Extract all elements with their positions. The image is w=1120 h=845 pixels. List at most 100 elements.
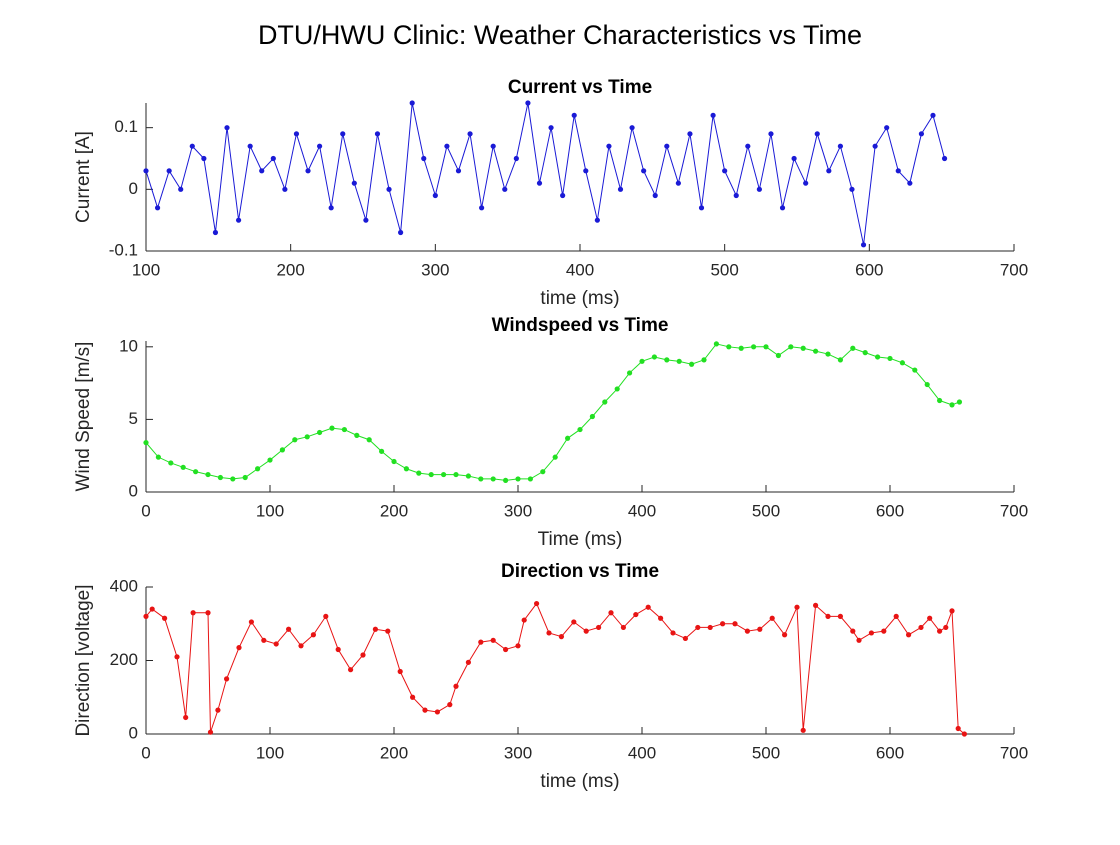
data-point	[961, 731, 968, 737]
data-point	[620, 624, 627, 631]
data-point	[552, 454, 558, 460]
data-point	[416, 470, 422, 476]
data-point	[763, 344, 769, 350]
data-point	[397, 668, 403, 675]
data-point	[149, 606, 155, 612]
data-point	[813, 602, 819, 608]
data-point	[444, 143, 450, 149]
data-point	[899, 360, 906, 366]
data-point	[162, 615, 168, 621]
data-point	[215, 707, 221, 713]
data-point	[467, 131, 473, 137]
y-tick-label: 5	[129, 409, 138, 428]
y-tick-label: 0	[129, 723, 138, 742]
data-point	[428, 471, 434, 478]
data-point	[230, 476, 236, 482]
data-point	[525, 100, 531, 106]
data-point	[602, 399, 608, 405]
x-tick-label: 0	[141, 743, 150, 762]
data-point	[217, 474, 223, 481]
data-point	[687, 131, 693, 137]
data-point	[955, 725, 961, 732]
subplot-title: Windspeed vs Time	[492, 315, 669, 336]
data-point	[340, 131, 346, 137]
x-tick-label: 200	[380, 743, 408, 762]
subplot: Current vs Time 100 200 300 400 500 600 700 -0.1…	[73, 77, 1028, 309]
data-point	[803, 180, 809, 186]
y-axis-label: Wind Speed [m/s]	[73, 342, 94, 492]
data-point	[155, 454, 161, 460]
data-point	[701, 357, 707, 363]
data-point	[943, 624, 949, 631]
data-point	[652, 192, 658, 199]
data-point	[937, 397, 943, 404]
data-point	[779, 205, 786, 211]
data-point	[546, 630, 552, 636]
data-point	[941, 155, 948, 162]
data-point	[825, 613, 831, 620]
data-point	[583, 628, 589, 634]
data-point	[298, 643, 304, 649]
data-point	[527, 476, 534, 482]
y-tick-label: -0.1	[109, 240, 138, 259]
data-point	[645, 604, 651, 610]
x-tick-label: 100	[256, 743, 284, 762]
data-point	[614, 386, 620, 392]
data-point	[860, 242, 867, 248]
data-point	[447, 702, 453, 708]
data-point	[465, 659, 471, 665]
data-point	[814, 131, 820, 137]
data-point	[849, 186, 855, 192]
data-point	[323, 613, 329, 620]
data-point	[465, 473, 471, 479]
y-tick-label: 400	[110, 576, 138, 595]
data-point	[949, 608, 955, 614]
data-point	[183, 714, 189, 721]
data-point	[695, 624, 701, 631]
data-point	[521, 617, 527, 623]
y-tick-label: 0	[129, 179, 138, 198]
data-point	[490, 143, 496, 149]
data-point	[937, 628, 943, 634]
data-point	[826, 168, 832, 174]
data-point	[248, 619, 254, 625]
data-point	[881, 628, 887, 634]
data-point	[560, 192, 566, 199]
data-point	[259, 168, 265, 174]
data-point	[453, 683, 459, 689]
x-tick-label: 100	[132, 260, 160, 279]
subplot: Direction vs Time 0 100 200 300 400 500 600 700 0…	[73, 561, 1028, 792]
data-point	[571, 619, 577, 625]
data-point	[354, 432, 360, 438]
data-point	[791, 155, 797, 162]
x-tick-label: 400	[628, 743, 656, 762]
data-point	[304, 434, 310, 440]
data-point	[348, 667, 354, 673]
data-point	[558, 634, 565, 640]
data-point	[596, 624, 602, 631]
data-point	[738, 345, 744, 351]
data-point	[862, 350, 868, 356]
data-point	[927, 615, 933, 621]
data-point	[837, 613, 844, 620]
data-point	[180, 464, 186, 470]
data-point	[800, 345, 806, 351]
data-point	[720, 621, 726, 627]
data-point	[515, 643, 521, 649]
data-point	[769, 615, 775, 621]
data-point	[317, 143, 323, 149]
data-point	[837, 357, 844, 363]
x-tick-label: 700	[1000, 743, 1028, 762]
data-point	[813, 348, 819, 354]
data-point	[608, 610, 614, 616]
data-point	[502, 186, 508, 192]
data-point	[872, 143, 878, 149]
data-point	[329, 425, 335, 431]
data-point	[174, 654, 180, 660]
data-point	[710, 112, 716, 118]
data-point	[453, 471, 459, 478]
data-point	[143, 168, 149, 174]
x-tick-label: 600	[876, 743, 904, 762]
